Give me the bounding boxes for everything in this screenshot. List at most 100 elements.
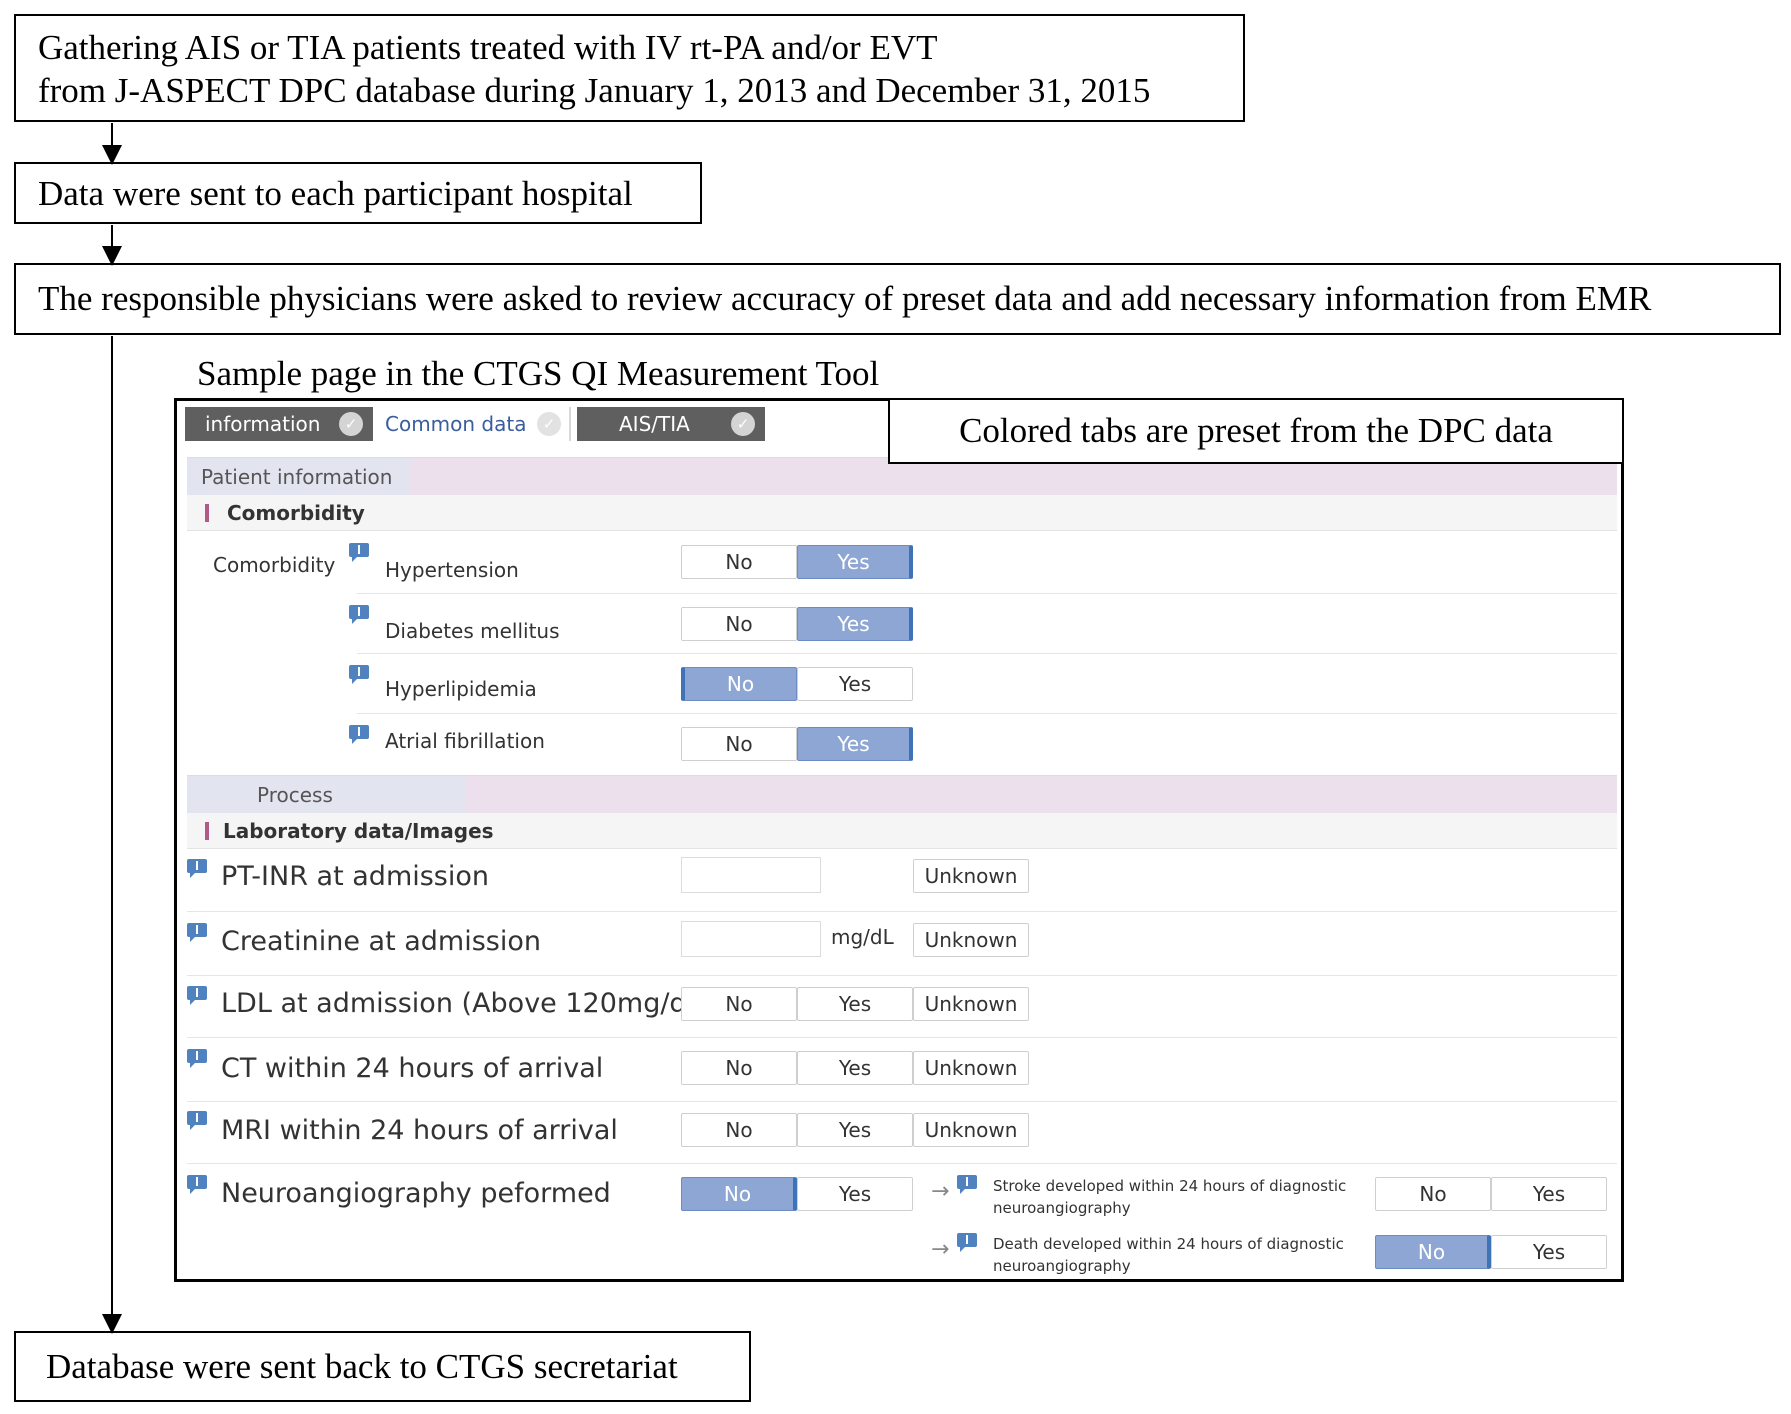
flow-box-sent-text: Data were sent to each participant hospi… [38, 174, 633, 213]
flow-box-sent-back-text: Database were sent back to CTGS secretar… [46, 1347, 678, 1386]
row-divider [187, 1101, 1617, 1102]
subhead-marker [205, 504, 209, 522]
creatinine-unit: mg/dL [831, 925, 894, 949]
neuroangiography-yes-button[interactable]: Yes [797, 1177, 913, 1211]
row-divider [187, 1163, 1617, 1164]
flow-box-review: The responsible physicians were asked to… [14, 263, 1781, 335]
arrow-right-icon: → [931, 1237, 950, 1262]
creatinine-label: Creatinine at admission [221, 926, 541, 957]
section-process-label: Process [187, 776, 465, 814]
tab-information-label: information [205, 412, 321, 436]
death-yes-button[interactable]: Yes [1491, 1235, 1607, 1269]
death-developed-line1: Death developed within 24 hours of diagn… [993, 1235, 1344, 1253]
ldl-yes-button[interactable]: Yes [797, 987, 913, 1021]
tab-common-data[interactable]: Common data ✓ [375, 407, 565, 441]
neuroangiography-no-button[interactable]: No [681, 1177, 797, 1211]
mri-label: MRI within 24 hours of arrival [221, 1115, 618, 1146]
ldl-label: LDL at admission (Above 120mg/dl) [221, 988, 705, 1019]
ct-no-button[interactable]: No [681, 1051, 797, 1085]
info-icon[interactable] [187, 859, 207, 878]
atrial-fibrillation-yes-button[interactable]: Yes [797, 727, 913, 761]
row-divider [357, 593, 1617, 594]
check-icon: ✓ [537, 412, 561, 436]
info-icon[interactable] [957, 1233, 977, 1252]
creatinine-input[interactable] [681, 921, 821, 957]
info-icon[interactable] [349, 665, 369, 684]
row-divider [187, 1037, 1617, 1038]
subhead-marker [205, 822, 209, 840]
pt-inr-unknown-button[interactable]: Unknown [913, 859, 1029, 893]
ldl-unknown-button[interactable]: Unknown [913, 987, 1029, 1021]
mri-no-button[interactable]: No [681, 1113, 797, 1147]
flow-box-gathering: Gathering AIS or TIA patients treated wi… [14, 14, 1245, 122]
arrow-right-icon: → [931, 1179, 950, 1204]
section-process: Process [187, 775, 1617, 815]
ct-unknown-button[interactable]: Unknown [913, 1051, 1029, 1085]
info-icon[interactable] [349, 543, 369, 562]
info-icon[interactable] [349, 605, 369, 624]
ldl-label-text: LDL at admission [221, 988, 453, 1019]
check-icon: ✓ [339, 412, 363, 436]
creatinine-unknown-button[interactable]: Unknown [913, 923, 1029, 957]
ldl-no-button[interactable]: No [681, 987, 797, 1021]
ct-label: CT within 24 hours of arrival [221, 1053, 604, 1084]
row-divider [187, 975, 1617, 976]
row-divider [357, 713, 1617, 714]
tab-common-data-label: Common data [385, 412, 527, 436]
flow-box-sent-back: Database were sent back to CTGS secretar… [14, 1331, 751, 1402]
tab-ais-tia-label: AIS/TIA [619, 412, 690, 436]
ct-yes-button[interactable]: Yes [797, 1051, 913, 1085]
section-patient-information-label: Patient information [187, 458, 409, 496]
hypertension-yes-button[interactable]: Yes [797, 545, 913, 579]
stroke-developed-line2: neuroangiography [993, 1199, 1131, 1217]
info-icon[interactable] [187, 1111, 207, 1130]
hyperlipidemia-no-button[interactable]: No [681, 667, 797, 701]
stroke-developed-label: Stroke developed within 24 hours of diag… [993, 1175, 1346, 1219]
subhead-comorbidity-label: Comorbidity [227, 500, 365, 525]
tab-divider [569, 407, 571, 441]
comorbidity-group-label: Comorbidity [213, 553, 336, 577]
row-divider [357, 653, 1617, 654]
neuroangiography-label: Neuroangiography peformed [221, 1178, 611, 1209]
flow-box-sent-to-hospital: Data were sent to each participant hospi… [14, 162, 702, 224]
stroke-no-button[interactable]: No [1375, 1177, 1491, 1211]
tab-information[interactable]: information ✓ [185, 407, 373, 441]
info-icon[interactable] [187, 923, 207, 942]
qi-tool-panel: information ✓ Common data ✓ AIS/TIA ✓ Pa… [174, 398, 1624, 1282]
tool-caption: Sample page in the CTGS QI Measurement T… [197, 354, 880, 393]
mri-yes-button[interactable]: Yes [797, 1113, 913, 1147]
check-icon: ✓ [731, 412, 755, 436]
stroke-yes-button[interactable]: Yes [1491, 1177, 1607, 1211]
stroke-developed-line1: Stroke developed within 24 hours of diag… [993, 1177, 1347, 1195]
preset-tabs-callout: Colored tabs are preset from the DPC dat… [888, 398, 1624, 464]
info-icon[interactable] [957, 1175, 977, 1194]
info-icon[interactable] [349, 725, 369, 744]
hyperlipidemia-yes-button[interactable]: Yes [797, 667, 913, 701]
atrial-fibrillation-label: Atrial fibrillation [385, 729, 545, 753]
flow-box-gathering-line1: Gathering AIS or TIA patients treated wi… [38, 28, 938, 67]
death-developed-line2: neuroangiography [993, 1257, 1131, 1275]
hyperlipidemia-label: Hyperlipidemia [385, 677, 537, 701]
subhead-laboratory: Laboratory data/Images [187, 813, 1617, 849]
flow-box-review-text: The responsible physicians were asked to… [38, 279, 1652, 318]
pt-inr-label: PT-INR at admission [221, 861, 490, 892]
subhead-laboratory-label: Laboratory data/Images [223, 818, 494, 843]
subhead-comorbidity: Comorbidity [187, 495, 1617, 531]
pt-inr-input[interactable] [681, 857, 821, 893]
flow-box-gathering-line2: from J-ASPECT DPC database during Januar… [38, 71, 1151, 110]
death-developed-label: Death developed within 24 hours of diagn… [993, 1233, 1344, 1277]
hypertension-no-button[interactable]: No [681, 545, 797, 579]
death-no-button[interactable]: No [1375, 1235, 1491, 1269]
diabetes-yes-button[interactable]: Yes [797, 607, 913, 641]
diabetes-no-button[interactable]: No [681, 607, 797, 641]
info-icon[interactable] [187, 1049, 207, 1068]
info-icon[interactable] [187, 1175, 207, 1194]
tab-ais-tia[interactable]: AIS/TIA ✓ [577, 407, 765, 441]
ldl-threshold-note: (Above 120mg/dl) [461, 988, 705, 1019]
info-icon[interactable] [187, 986, 207, 1005]
atrial-fibrillation-no-button[interactable]: No [681, 727, 797, 761]
mri-unknown-button[interactable]: Unknown [913, 1113, 1029, 1147]
diabetes-label: Diabetes mellitus [385, 619, 560, 643]
row-divider [187, 911, 1617, 912]
